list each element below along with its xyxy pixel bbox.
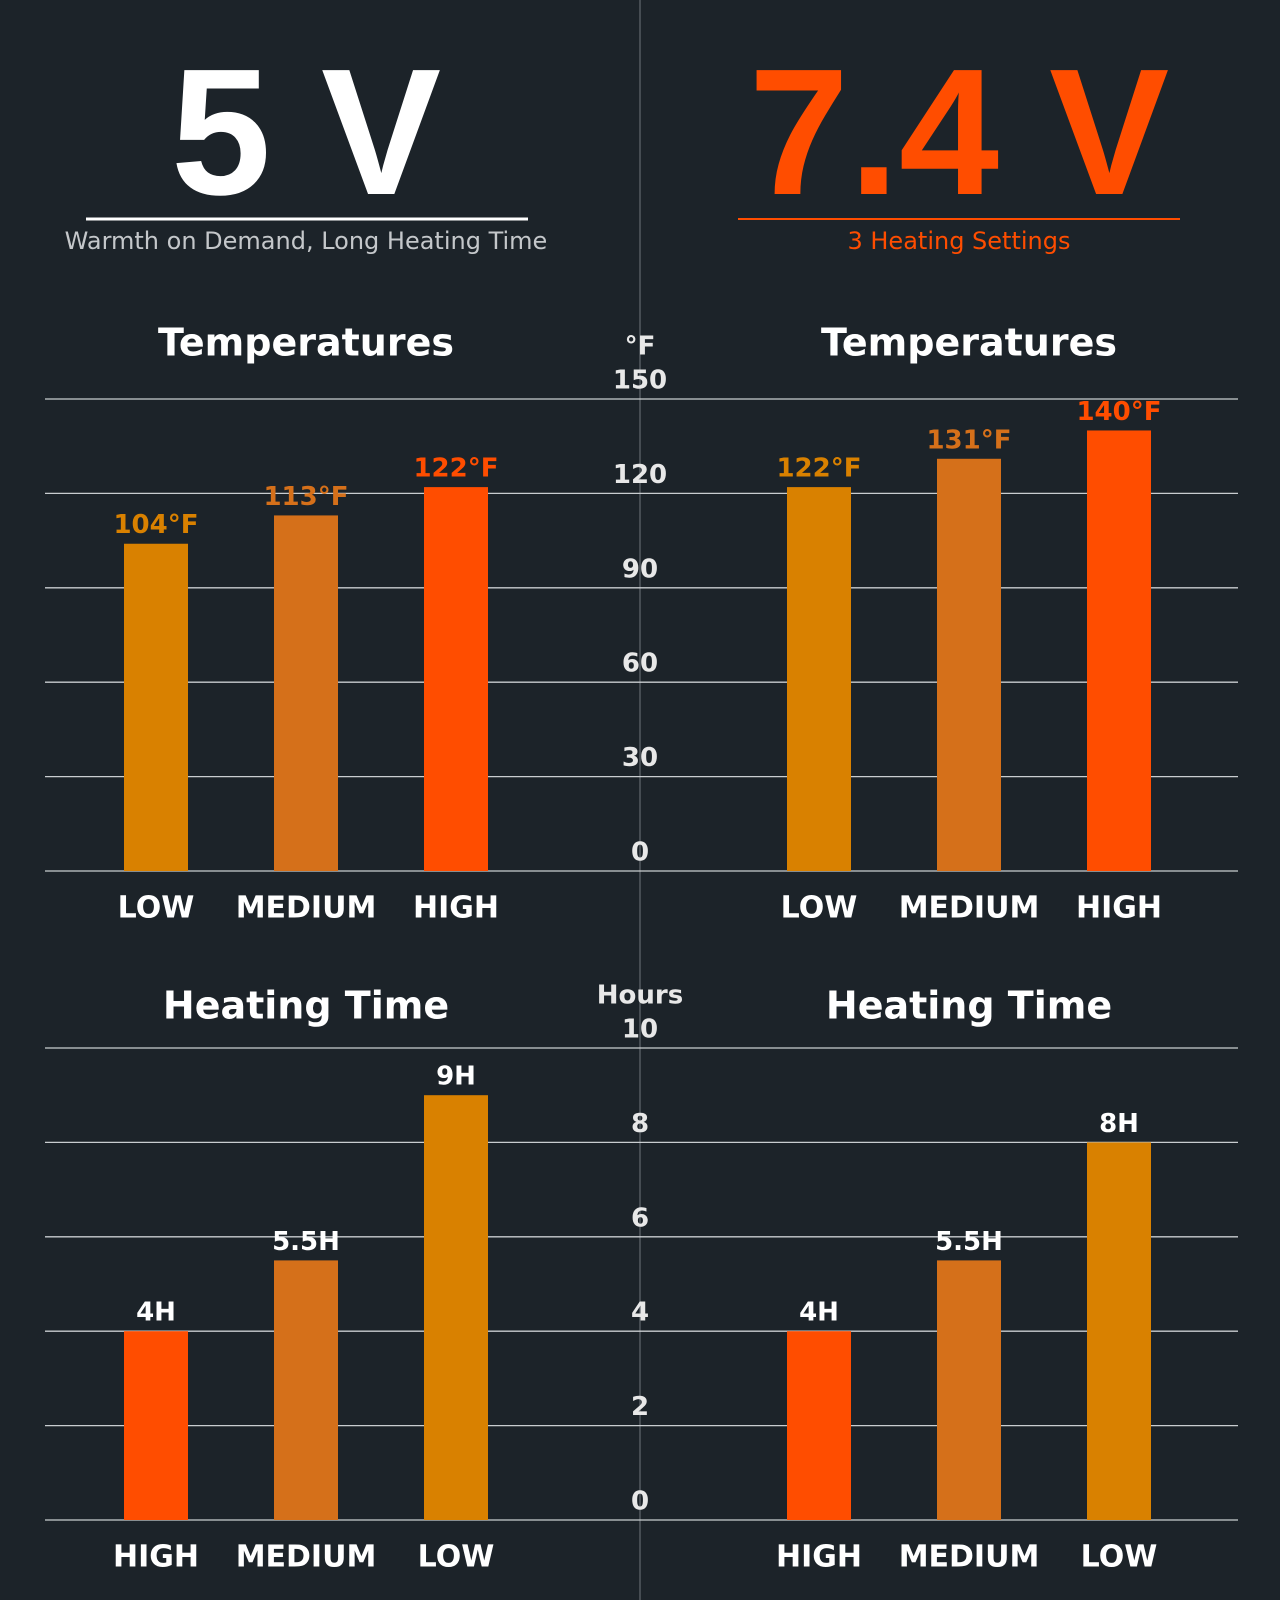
category-label: MEDIUM — [236, 1540, 377, 1575]
y-tick-label: 8 — [631, 1109, 649, 1139]
y-tick-label: 2 — [631, 1392, 649, 1422]
category-label: LOW — [118, 891, 195, 926]
bar — [124, 1331, 188, 1520]
y-tick-label: 0 — [631, 838, 649, 868]
bar — [424, 1095, 488, 1520]
bar — [124, 543, 188, 871]
value-label: 122°F — [776, 454, 861, 484]
value-label: 113°F — [263, 482, 348, 512]
bar — [274, 515, 338, 871]
y-tick-label: 120 — [613, 460, 667, 490]
category-label: HIGH — [776, 1540, 862, 1575]
value-label: 9H — [436, 1062, 476, 1092]
bar — [787, 487, 851, 871]
y-tick-label: 60 — [622, 649, 658, 679]
y-tick-label: 90 — [622, 554, 658, 584]
y-axis-label: °F — [625, 332, 656, 362]
bar — [274, 1260, 338, 1520]
y-axis-label: Hours — [597, 981, 683, 1011]
value-label: 5.5H — [935, 1227, 1003, 1257]
left-subtitle: Warmth on Demand, Long Heating Time — [65, 227, 548, 255]
y-tick-label: 30 — [622, 743, 658, 773]
right-voltage: 7.4 V — [749, 32, 1169, 233]
bar — [1087, 1142, 1151, 1520]
category-label: LOW — [781, 891, 858, 926]
bar — [1087, 430, 1151, 871]
y-tick-label: 0 — [631, 1487, 649, 1517]
value-label: 131°F — [926, 425, 1011, 455]
bar — [424, 487, 488, 871]
category-label: HIGH — [1076, 891, 1162, 926]
category-label: HIGH — [413, 891, 499, 926]
y-tick-label: 150 — [613, 366, 667, 396]
value-label: 5.5H — [272, 1227, 340, 1257]
value-label: 4H — [136, 1298, 176, 1328]
chart-title: Temperatures — [158, 321, 454, 365]
value-label: 140°F — [1076, 397, 1161, 427]
value-label: 8H — [1099, 1109, 1139, 1139]
value-label: 122°F — [413, 454, 498, 484]
y-tick-label: 10 — [622, 1015, 658, 1045]
category-label: LOW — [1081, 1540, 1158, 1575]
category-label: MEDIUM — [899, 1540, 1040, 1575]
chart-title: Heating Time — [163, 984, 449, 1028]
category-label: MEDIUM — [899, 891, 1040, 926]
y-tick-label: 6 — [631, 1203, 649, 1233]
bar — [937, 458, 1001, 871]
category-label: HIGH — [113, 1540, 199, 1575]
value-label: 4H — [799, 1298, 839, 1328]
category-label: LOW — [418, 1540, 495, 1575]
left-voltage: 5 V — [171, 32, 441, 233]
value-label: 104°F — [113, 510, 198, 540]
chart-title: Heating Time — [826, 984, 1112, 1028]
y-tick-label: 4 — [631, 1298, 649, 1328]
bar — [937, 1260, 1001, 1520]
bar — [787, 1331, 851, 1520]
category-label: MEDIUM — [236, 891, 377, 926]
chart-title: Temperatures — [821, 321, 1117, 365]
right-subtitle: 3 Heating Settings — [847, 227, 1070, 255]
